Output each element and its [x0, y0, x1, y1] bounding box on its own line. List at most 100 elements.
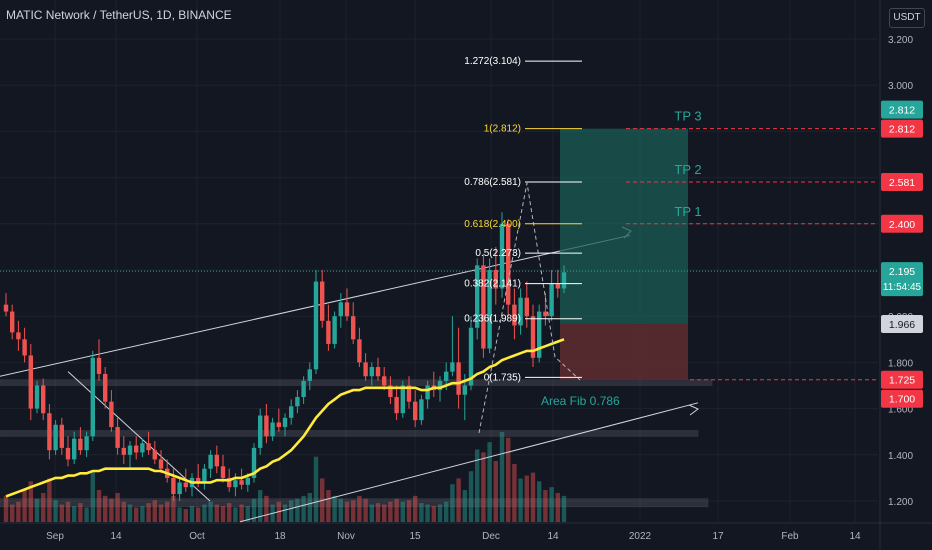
volume-bar [499, 432, 505, 522]
x-tick-label: 15 [409, 531, 421, 542]
candle-body [530, 316, 536, 358]
price-label-tp3: 2.812 [889, 124, 915, 136]
volume-bar [382, 504, 387, 522]
volume-bar [208, 501, 213, 522]
candle-body [34, 385, 40, 409]
x-tick-label: 17 [712, 531, 724, 542]
fib-level-label: 0.236(1.989) [464, 314, 521, 325]
ma-line [5, 338, 565, 498]
volume-bar [506, 437, 511, 522]
time-axis: Sep 14 Oct 18 Nov 15 Dec 14 2022 17 Feb 14 [0, 522, 932, 542]
candle-body [375, 367, 381, 377]
candle-body [543, 311, 548, 317]
chart-title: MATIC Network / TetherUS, 1D, BINANCE [6, 8, 232, 22]
volume-bar [561, 495, 567, 522]
candle-body [140, 443, 145, 453]
volume-bar [363, 498, 368, 522]
price-label-last: 2.195 [889, 266, 915, 278]
candle-body [177, 482, 182, 495]
candle-body [400, 385, 405, 414]
volume-bar [295, 498, 300, 522]
target-lines: TP 3 TP 2 TP 1 Area Fib 0.786 [0, 109, 878, 408]
volume-bar [251, 498, 257, 522]
candle-body [127, 445, 133, 455]
candle-body [524, 297, 529, 317]
x-tick-label: 14 [849, 531, 861, 542]
price-label-ma: 1.966 [889, 319, 915, 331]
candle-body [512, 304, 517, 326]
candle-body [196, 477, 201, 483]
candle-body [227, 477, 232, 488]
candle-body [450, 362, 455, 372]
x-tick-label: Dec [482, 531, 500, 542]
volume-bar [41, 492, 46, 522]
price-label-tp2: 2.581 [889, 177, 915, 189]
candle-body [487, 270, 492, 349]
volume-bar [462, 490, 467, 522]
price-label-tp1: 2.400 [889, 219, 915, 231]
candle-body [382, 376, 387, 386]
candle-body [220, 466, 226, 478]
volume-bar [326, 490, 331, 522]
candle-body [3, 304, 9, 312]
price-countdown: 11:54:45 [883, 282, 922, 293]
candle-body [388, 385, 393, 398]
moving-average [5, 338, 565, 498]
volume-bar [493, 461, 498, 522]
candle-body [425, 385, 430, 400]
volume-bar [530, 472, 536, 522]
area-fib-annotation: Area Fib 0.786 [541, 394, 620, 408]
candle-body [171, 477, 176, 495]
volume-bar [419, 503, 424, 522]
currency-button[interactable]: USDT [889, 8, 925, 28]
volume-bar [34, 498, 40, 522]
candle-body [84, 436, 89, 451]
fib-extension: 1.272(3.104) 1(2.812) 0.786(2.581) 0.618(2.… [464, 56, 582, 434]
fib-level-label: 0.382(2.141) [464, 279, 521, 290]
volume-bar [72, 506, 77, 522]
volume-bar [543, 490, 548, 522]
candle-body [59, 424, 64, 448]
candle-body [134, 445, 139, 453]
volume-bar [369, 504, 374, 522]
volume-bar [357, 495, 362, 522]
volume-bar [28, 481, 33, 522]
candle-body [103, 373, 108, 402]
candle-body [413, 401, 418, 421]
candle-body [276, 422, 281, 428]
zone-band [0, 498, 709, 508]
volume-bar [16, 501, 21, 522]
volume-bar [518, 478, 523, 522]
volume-bar [103, 495, 108, 522]
volume-bar [90, 471, 95, 522]
volume-bar [413, 495, 418, 522]
loss-zone [560, 324, 688, 380]
candle-body [72, 438, 77, 460]
volume-bar [10, 504, 15, 522]
fib-level-label: 1(2.812) [484, 124, 521, 135]
volume-bar [220, 506, 226, 522]
fib-level-label: 1.272(3.104) [464, 56, 521, 67]
price-label-box [881, 100, 923, 119]
candle-body [16, 332, 21, 340]
volume-bar [227, 503, 232, 522]
price-label-box [881, 315, 923, 334]
x-tick-label: Oct [189, 531, 205, 542]
candle-body [41, 385, 46, 414]
price-label-box [881, 214, 923, 233]
candle-body [146, 443, 151, 451]
volume-bar [264, 495, 269, 522]
volume-bar [233, 507, 238, 522]
volume-bar [425, 504, 430, 522]
candle-body [555, 283, 560, 289]
volume-bar [289, 500, 294, 522]
volume-bar [96, 490, 102, 522]
candle-body [233, 480, 238, 488]
volume-bar [437, 504, 443, 522]
candle-body [419, 399, 424, 421]
price-label-ask: 2.812 [889, 105, 915, 117]
candle-body [462, 385, 467, 395]
risk-reward-box [560, 128, 688, 380]
volume-bar [394, 498, 399, 522]
